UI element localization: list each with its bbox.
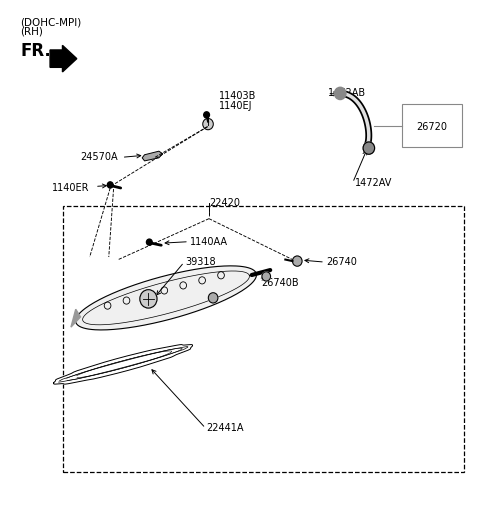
Polygon shape [76, 266, 256, 330]
Text: 1140AA: 1140AA [190, 236, 228, 247]
Circle shape [363, 142, 374, 154]
Circle shape [262, 272, 271, 281]
Text: (RH): (RH) [21, 27, 43, 37]
Polygon shape [54, 344, 192, 384]
Circle shape [108, 182, 113, 188]
Circle shape [146, 239, 152, 245]
Text: 39318: 39318 [185, 257, 216, 267]
Polygon shape [71, 309, 81, 327]
Circle shape [208, 293, 218, 303]
Circle shape [292, 256, 302, 266]
Text: 1472AV: 1472AV [355, 178, 392, 188]
Text: 1472AB: 1472AB [328, 88, 366, 98]
Text: 26720: 26720 [417, 122, 447, 132]
Polygon shape [50, 45, 77, 72]
Text: 22441A: 22441A [206, 423, 244, 433]
Text: 24570A: 24570A [81, 152, 118, 162]
Circle shape [203, 118, 213, 130]
Text: 26740: 26740 [326, 257, 357, 267]
Circle shape [204, 112, 209, 118]
Text: (DOHC-MPI): (DOHC-MPI) [21, 18, 82, 28]
Bar [63, 206, 464, 472]
Text: 1140EJ: 1140EJ [218, 101, 252, 111]
Text: 11403B: 11403B [218, 91, 256, 101]
Text: 22420: 22420 [209, 198, 240, 208]
Text: 1140ER: 1140ER [52, 183, 90, 193]
Bar [402, 104, 462, 147]
Text: 26740B: 26740B [262, 278, 299, 287]
Circle shape [140, 290, 157, 308]
Text: FR.: FR. [21, 42, 51, 60]
Polygon shape [142, 151, 163, 161]
Circle shape [335, 87, 346, 100]
